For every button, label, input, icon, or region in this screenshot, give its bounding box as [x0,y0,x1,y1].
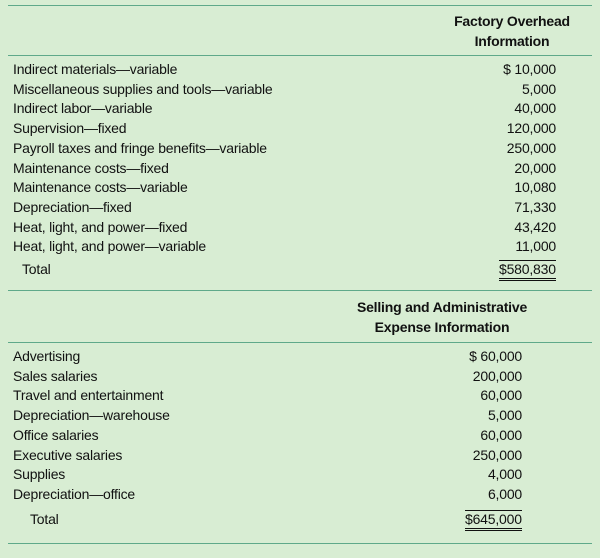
row-label: Indirect labor—variable [13,100,153,117]
row-amount: 5,000 [487,407,522,424]
section-header: Information [474,33,550,49]
total-label: Total [22,261,51,277]
row-amount: 60,000 [480,426,522,443]
row-label: Travel and entertainment [13,387,164,404]
row-label: Supervision—fixed [13,120,127,137]
row-label: Payroll taxes and fringe benefits—variab… [13,139,267,156]
row-amount: 4,000 [487,466,522,483]
row-label: Depreciation—office [13,485,136,502]
row-label: Heat, light, and power—variable [13,238,207,255]
row-amount: 250,000 [506,139,556,156]
row-amount: 20,000 [514,159,556,176]
row-label: Miscellaneous supplies and tools—variabl… [13,80,273,97]
row-amount: 60,000 [480,387,522,404]
rule [8,342,592,343]
row-label: Sales salaries [13,367,98,384]
row-amount: 200,000 [472,367,522,384]
row-label: Maintenance costs—fixed [13,159,169,176]
rule [8,55,592,56]
row-amount: 5,000 [521,80,556,97]
row-label: Depreciation—fixed [13,198,132,215]
rule [8,5,592,6]
rule [8,290,592,291]
row-label: Supplies [13,466,66,483]
row-amount: 6,000 [487,485,522,502]
row-amount: 71,330 [514,198,556,215]
row-amount: 40,000 [514,100,556,117]
row-label: Indirect materials—variable [13,61,178,77]
row-amount: 250,000 [472,446,522,463]
total-label: Total [30,511,59,527]
row-label: Depreciation—warehouse [13,407,170,424]
rule [8,543,592,544]
row-amount: $ 60,000 [469,348,522,364]
row-label: Advertising [13,348,81,364]
row-amount: $ 10,000 [503,61,556,77]
row-label: Office salaries [13,426,99,443]
section-header: Expense Information [374,319,510,335]
row-amount: 10,080 [514,179,556,196]
section-header: Factory Overhead [454,13,570,29]
row-amount: 43,420 [514,218,556,235]
total-amount: $580,830 [499,260,556,281]
row-amount: 11,000 [515,238,556,255]
row-label: Heat, light, and power—fixed [13,218,188,235]
section-header: Selling and Administrative [356,299,528,315]
total-amount: $645,000 [465,510,522,531]
row-amount: 120,000 [506,120,556,137]
row-label: Maintenance costs—variable [13,179,188,196]
row-label: Executive salaries [13,446,123,463]
